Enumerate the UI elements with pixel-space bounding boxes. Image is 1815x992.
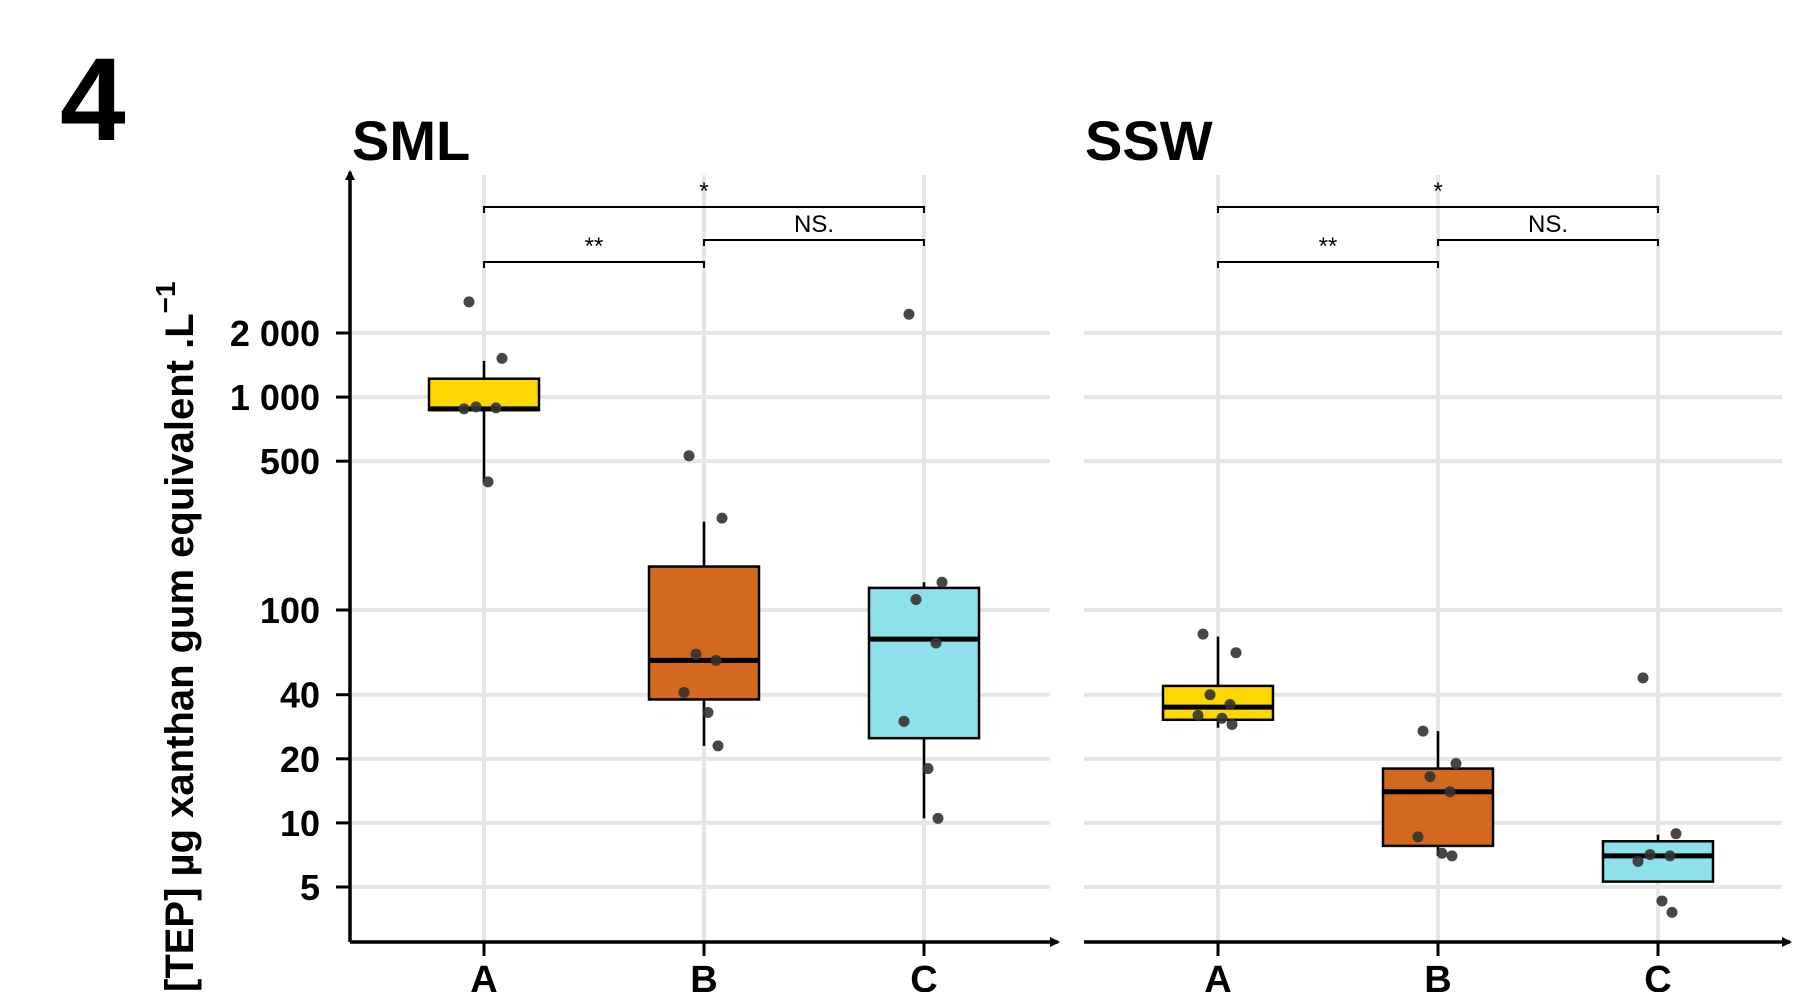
data-point: [932, 812, 944, 824]
bracket-line: [703, 239, 925, 246]
significance-bracket: **: [1217, 233, 1439, 268]
data-point: [690, 648, 702, 660]
data-point: [910, 594, 922, 606]
panel-sml: SML 5 10 20 40 100 500 1 000 2 000 A B C * NS. **: [230, 109, 1060, 992]
data-point: [1656, 895, 1668, 907]
data-point: [1226, 718, 1238, 730]
box-A: [427, 360, 541, 482]
significance-bracket: NS.: [703, 211, 925, 246]
bracket-line: [1217, 206, 1659, 213]
y-tick-label: 40: [280, 675, 320, 716]
panel-title: SML: [352, 109, 470, 172]
x-tick-label: C: [910, 959, 937, 992]
data-point: [1670, 828, 1682, 840]
bracket-line: [483, 206, 925, 213]
box-A: [1161, 636, 1275, 728]
y-axis-title-superscript: −1: [150, 281, 181, 313]
data-point: [1637, 672, 1649, 684]
y-axis-title: [TEP] µg xanthan gum equivalent .L−1: [150, 281, 202, 992]
data-point: [496, 352, 508, 364]
data-point: [702, 707, 714, 719]
box-body: [867, 586, 981, 740]
data-point: [1446, 850, 1458, 862]
data-point: [458, 403, 470, 415]
significance-label: NS.: [1528, 211, 1568, 238]
bracket-line: [483, 261, 705, 268]
significance-label: **: [1319, 233, 1338, 260]
data-point: [678, 686, 690, 698]
y-tick-label: 5: [300, 867, 320, 908]
panel-number: 4: [60, 34, 126, 166]
panel-ssw: SSW A B C * NS. **: [1084, 109, 1792, 992]
box-B: [1381, 731, 1495, 856]
data-point: [1230, 647, 1242, 659]
significance-bracket: **: [483, 233, 705, 268]
data-point: [683, 450, 695, 462]
bracket-line: [1437, 239, 1659, 246]
data-point: [470, 401, 482, 413]
data-point: [1417, 725, 1429, 737]
significance-label: *: [699, 178, 708, 205]
y-tick-label: 10: [280, 803, 320, 844]
bracket-line: [1217, 261, 1439, 268]
data-point: [930, 637, 942, 649]
box-body: [1601, 840, 1715, 883]
significance-bracket: *: [1217, 178, 1659, 213]
box-body: [427, 377, 541, 412]
data-point: [1216, 712, 1228, 724]
data-point: [710, 654, 722, 666]
x-tick-label: B: [1424, 959, 1451, 992]
data-point: [1197, 628, 1209, 640]
data-point: [898, 715, 910, 727]
panel-title: SSW: [1085, 109, 1213, 172]
significance-bracket: NS.: [1437, 211, 1659, 246]
significance-label: NS.: [794, 211, 834, 238]
y-tick-label: 100: [260, 590, 320, 631]
data-point: [936, 576, 948, 588]
y-tick-label: 2 000: [230, 313, 320, 354]
x-tick-label: B: [690, 959, 717, 992]
data-point: [1224, 698, 1236, 710]
data-point: [463, 296, 475, 308]
data-point: [1424, 771, 1436, 783]
box-C: [1601, 834, 1715, 883]
box-C: [867, 582, 981, 819]
data-point: [1644, 849, 1656, 861]
x-tick-label: A: [470, 959, 497, 992]
x-tick-label: A: [1204, 959, 1231, 992]
x-tick-label: C: [1644, 959, 1671, 992]
data-point: [1444, 786, 1456, 798]
data-point: [1664, 850, 1676, 862]
data-point: [1632, 855, 1644, 867]
y-tick-label: 1 000: [230, 377, 320, 418]
data-point: [1436, 847, 1448, 859]
y-tick-label: 20: [280, 739, 320, 780]
y-axis-title-text: [TEP] µg xanthan gum equivalent .L: [158, 313, 202, 992]
significance-bracket: *: [483, 178, 925, 213]
data-point: [1192, 709, 1204, 721]
data-point: [922, 763, 934, 775]
data-point: [1666, 906, 1678, 918]
box-body: [1381, 767, 1495, 848]
significance-label: *: [1433, 178, 1442, 205]
box-body: [647, 565, 761, 701]
y-tick-label: 500: [260, 441, 320, 482]
box-B: [647, 521, 761, 746]
data-point: [716, 512, 728, 524]
data-point: [1204, 689, 1216, 701]
data-point: [1450, 758, 1462, 770]
data-point: [712, 740, 724, 752]
chart-panels: SML 5 10 20 40 100 500 1 000 2 000 A B C * NS. ** SSW A B…: [230, 109, 1792, 992]
data-point: [1412, 831, 1424, 843]
significance-label: **: [585, 233, 604, 260]
data-point: [490, 402, 502, 414]
data-point: [903, 308, 915, 320]
data-point: [482, 476, 494, 488]
